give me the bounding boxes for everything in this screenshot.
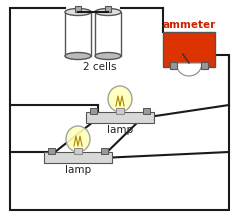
Bar: [95, 12, 121, 56]
Bar: [75, 6, 81, 12]
Bar: [143, 108, 150, 114]
Bar: [116, 108, 124, 114]
Text: lamp: lamp: [107, 125, 133, 135]
Bar: [90, 108, 97, 114]
Ellipse shape: [95, 52, 121, 59]
Bar: [101, 148, 108, 154]
Wedge shape: [176, 63, 202, 76]
Bar: [86, 112, 154, 123]
Ellipse shape: [66, 126, 90, 152]
Bar: [201, 62, 208, 69]
Bar: [48, 148, 55, 154]
Ellipse shape: [65, 52, 91, 59]
Bar: [105, 6, 111, 12]
Ellipse shape: [108, 86, 132, 112]
Text: ammeter: ammeter: [162, 20, 216, 30]
Bar: [163, 32, 215, 67]
Bar: [44, 152, 112, 163]
Bar: [170, 62, 177, 69]
Bar: [74, 148, 82, 154]
Text: 2 cells: 2 cells: [83, 62, 117, 72]
Ellipse shape: [95, 8, 121, 16]
Bar: [65, 12, 91, 56]
Ellipse shape: [65, 8, 91, 16]
Text: lamp: lamp: [65, 165, 91, 175]
